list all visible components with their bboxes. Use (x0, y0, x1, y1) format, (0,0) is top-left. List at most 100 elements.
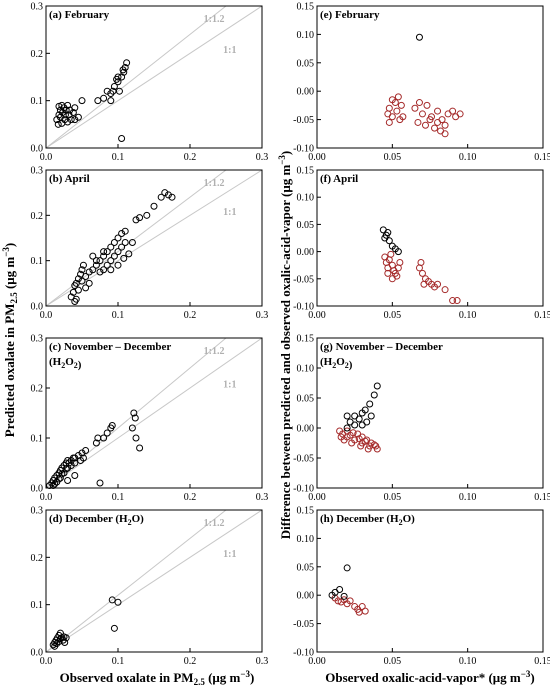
data-point-black (49, 482, 57, 489)
y-tick-label: 0.3 (31, 506, 44, 517)
data-point-red (417, 258, 425, 266)
y-tick-label: 0.00 (297, 424, 315, 435)
y-tick-label: 0.3 (31, 166, 44, 177)
y-tick-label: 0.0 (31, 484, 44, 495)
data-point-red (441, 121, 449, 129)
ref-line-1-1.2 (46, 338, 227, 488)
data-point-black (96, 257, 104, 265)
data-point-black (103, 429, 111, 437)
panel-a: 1:1.2 1:1 0.0 0.1 0.2 0.3 0.0 0.1 0.2 0.3 (a) Febr… (31, 2, 269, 164)
data-point-black (373, 382, 381, 390)
y-tick-label: 0.3 (31, 2, 44, 13)
data-point-black (150, 202, 158, 210)
data-point-black (168, 193, 176, 201)
data-point-red (434, 118, 442, 126)
data-point-red (456, 110, 464, 118)
data-point-black (132, 216, 140, 224)
x-tick-label: 0.00 (308, 152, 326, 163)
data-point-black (123, 59, 131, 67)
data-point-black (61, 111, 69, 119)
ref-line-1-1.2 (46, 6, 227, 148)
data-point-red (349, 429, 357, 437)
data-point-black (85, 279, 93, 287)
y-tick-label: 0.1 (31, 256, 44, 267)
data-point-black (361, 406, 369, 414)
data-point-red (399, 113, 407, 121)
ref-line-1-1.2 (46, 170, 227, 306)
x-tick-label: 0.10 (459, 656, 477, 667)
y-tick-label: 0.00 (297, 591, 315, 602)
data-point-black (136, 444, 144, 452)
data-point-black (67, 116, 75, 124)
data-point-red (346, 597, 354, 605)
data-point-red (348, 439, 356, 447)
y-tick-label: 0.2 (31, 384, 44, 395)
panel-title: (d) December (H2O) (49, 513, 144, 527)
data-point-black (114, 73, 122, 81)
data-point-black (82, 447, 90, 454)
data-point-red (423, 101, 431, 109)
panel-d: 1:1.2 1:1 0.0 0.1 0.2 0.3 0.0 0.1 0.2 0.3 (d) Dece… (31, 506, 269, 668)
y-tick-label: 0.10 (297, 30, 315, 41)
data-point-black (89, 252, 97, 260)
data-point-black (103, 261, 111, 269)
data-point-black (54, 120, 62, 128)
data-point-black (85, 268, 93, 276)
data-point-red (393, 107, 401, 115)
ref-label-1-1.2: 1:1.2 (204, 518, 225, 529)
y-tick-label: 0.2 (31, 211, 44, 222)
data-point-black (110, 239, 118, 247)
y-tick-label: -0.05 (293, 619, 314, 630)
data-point-black (89, 266, 97, 274)
data-point-black (72, 295, 80, 303)
data-point-red (420, 280, 428, 288)
y-tick-label: -0.10 (293, 484, 314, 495)
y-tick-label: -0.10 (293, 302, 314, 313)
data-point-black (51, 480, 59, 488)
data-point-black (96, 268, 104, 276)
data-point-black (128, 424, 136, 432)
data-point-red (434, 107, 442, 115)
data-point-red (364, 445, 372, 453)
y-tick-label: 0.15 (297, 166, 315, 177)
data-point-red (441, 130, 449, 138)
data-point-black (64, 477, 72, 484)
x-tick-label: 0.2 (184, 152, 197, 163)
ref-line-1-1 (46, 6, 262, 148)
x-tick-label: 0.3 (256, 152, 269, 163)
data-point-black (82, 273, 90, 281)
data-point-black (157, 193, 165, 201)
data-point-black (62, 465, 70, 473)
y-tick-label: 0.1 (31, 600, 44, 611)
data-point-red (431, 124, 439, 132)
data-point-black (110, 252, 118, 260)
data-point-red (337, 433, 345, 441)
y-tick-label: 0.15 (297, 2, 315, 13)
data-point-black (69, 109, 77, 116)
x-tick-label: 0.3 (256, 656, 269, 667)
data-point-black (58, 119, 66, 127)
plot-frame (316, 169, 544, 307)
data-point-black (66, 106, 74, 114)
data-point-black (136, 214, 144, 222)
y-tick-label: 0.15 (297, 506, 315, 517)
x-tick-label: 0.0 (40, 310, 53, 321)
ref-line-1-1 (46, 170, 262, 306)
data-point-red (343, 427, 351, 435)
ref-label-1-1: 1:1 (223, 380, 236, 391)
data-point-black (119, 66, 127, 74)
data-point-red (394, 93, 402, 101)
y-tick-label: 0.10 (297, 364, 315, 375)
data-point-black (74, 286, 82, 294)
panel-e: 0.00 0.05 0.10 0.15 -0.10 -0.05 0.00 0.05 0.10 0.… (293, 2, 550, 164)
data-point-black (340, 592, 348, 600)
y-tick-label: 0.1 (31, 96, 44, 107)
data-point-black (107, 243, 115, 251)
data-point-red (418, 269, 426, 277)
x-tick-label: 0.15 (534, 152, 550, 163)
data-point-black (78, 266, 86, 274)
data-point-black (415, 33, 423, 41)
x-tick-label: 0.1 (112, 656, 125, 667)
x-tick-label: 0.10 (459, 152, 477, 163)
